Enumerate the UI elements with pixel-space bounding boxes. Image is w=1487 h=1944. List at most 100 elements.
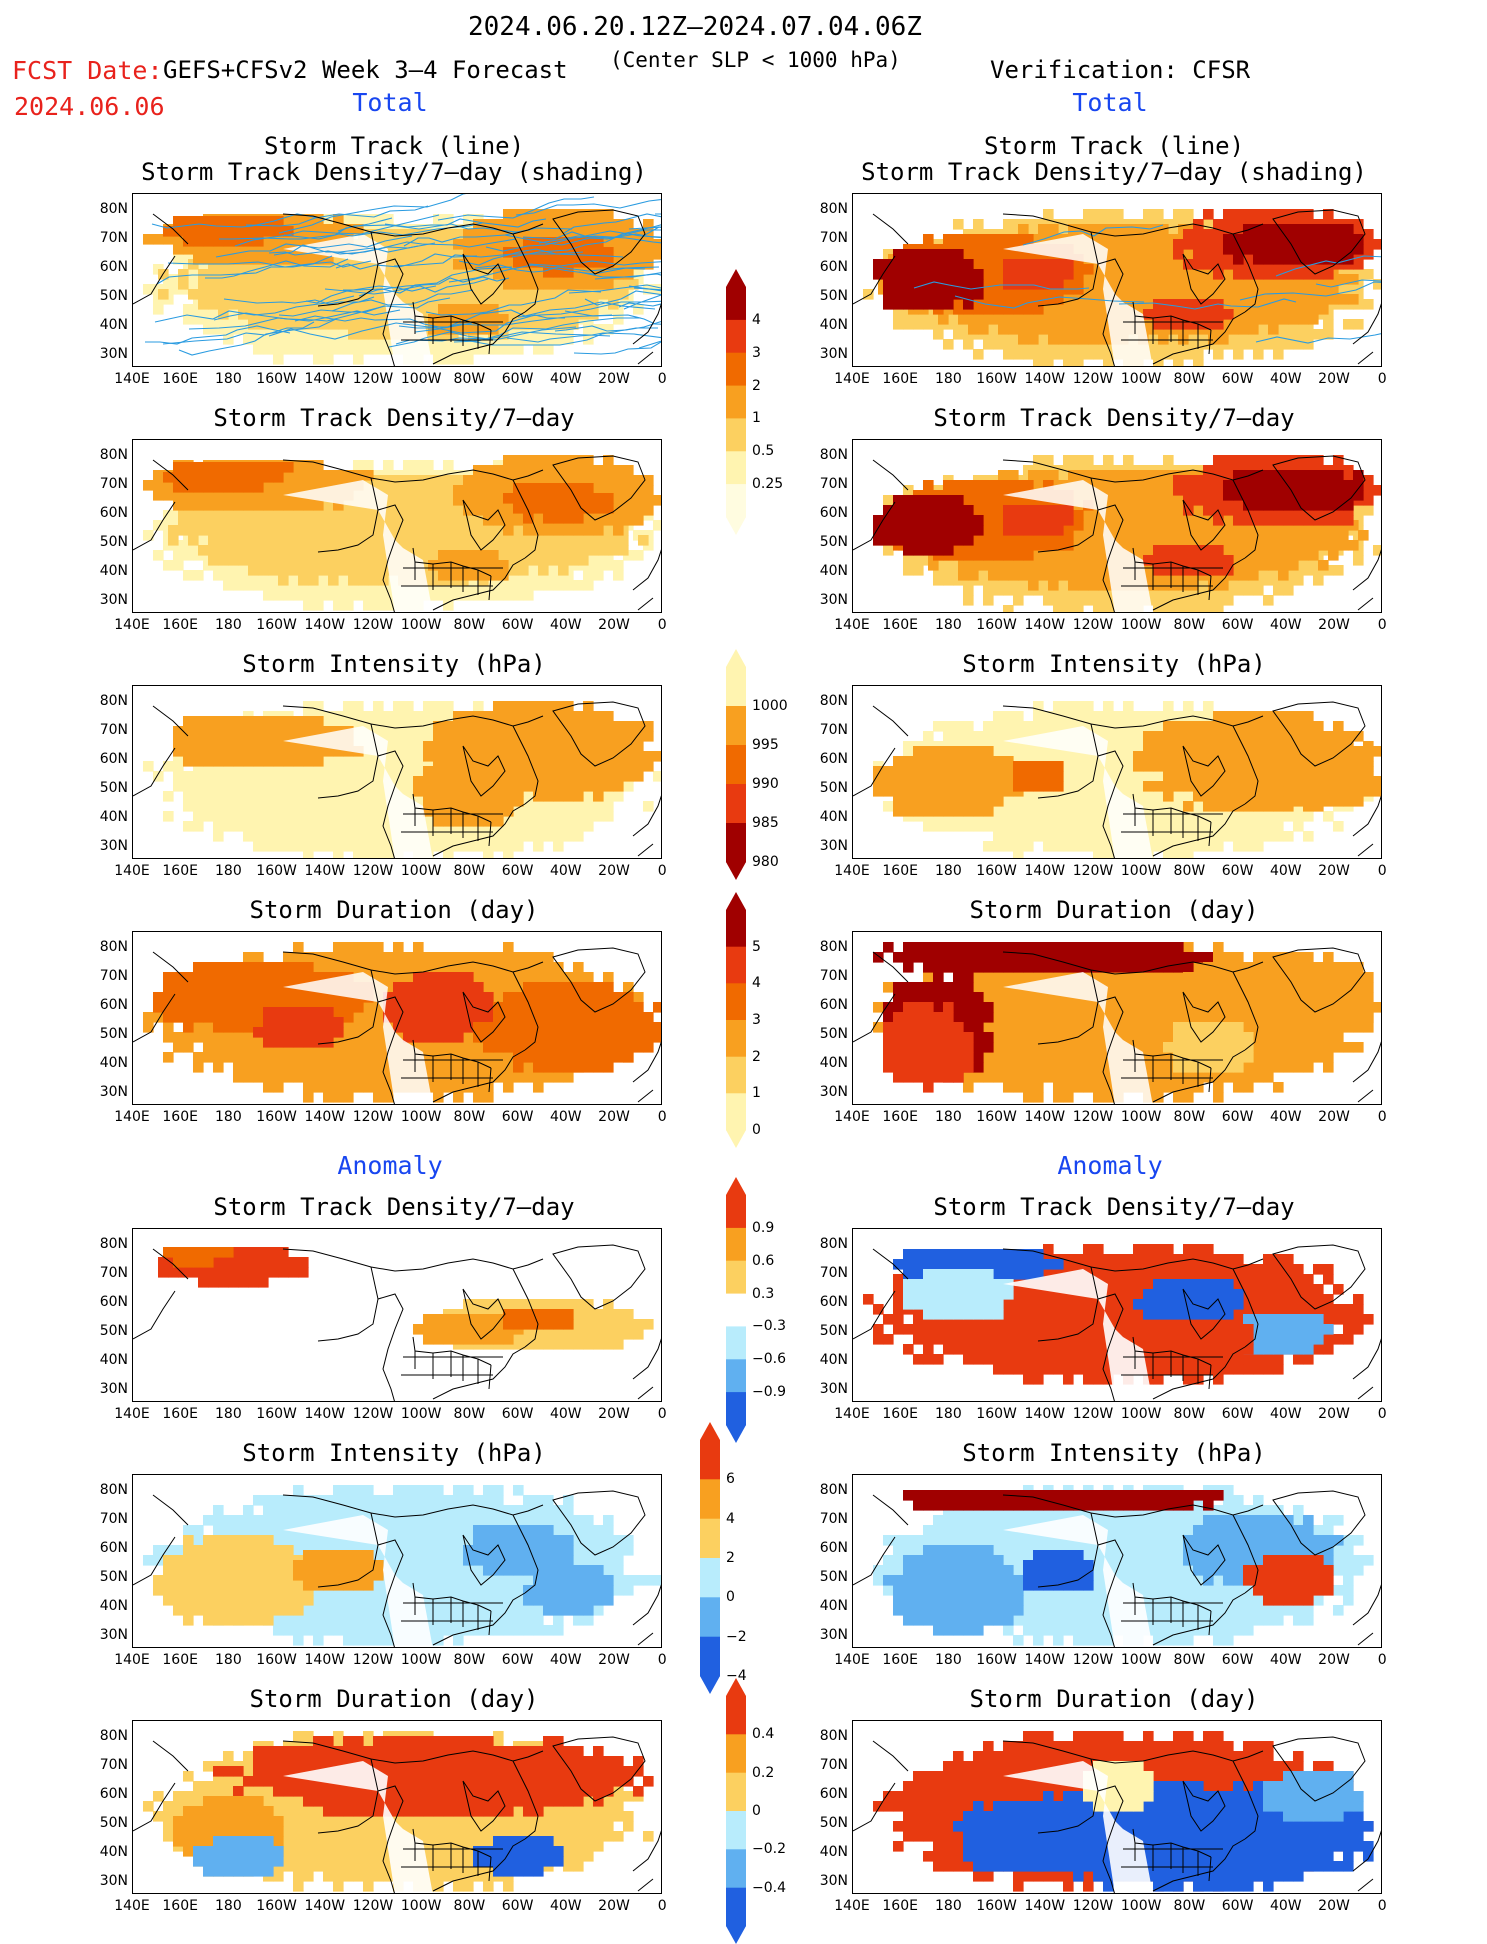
coastline-outline	[853, 1244, 1381, 1401]
lon-tick-label: 0	[657, 1109, 667, 1125]
lat-tick-label: 80N	[99, 939, 128, 955]
lon-tick-label: 120W	[1072, 1898, 1114, 1914]
lat-tick-label: 30N	[99, 1627, 128, 1643]
lon-tick-label: 120W	[1072, 1109, 1114, 1125]
shading-layer	[143, 1731, 654, 1893]
lat-tick-label: 80N	[819, 939, 848, 955]
lon-tick-label: 160W	[976, 1109, 1017, 1125]
colorbar-label: 4	[726, 1510, 735, 1527]
shading-layer	[143, 942, 661, 1104]
lon-tick-label: 140E	[834, 371, 870, 387]
lon-tick-label: 140E	[834, 863, 870, 879]
map-panel-duration-right	[852, 931, 1382, 1105]
lat-tick-label: 50N	[99, 1815, 128, 1831]
lon-tick-label: 20W	[1318, 617, 1350, 633]
lat-tick-label: 70N	[819, 1265, 848, 1281]
lon-tick-label: 140E	[114, 863, 150, 879]
lon-tick-label: 180	[215, 617, 242, 633]
lon-tick-label: 140W	[304, 617, 346, 633]
colorbar-label: −4	[726, 1668, 747, 1684]
lon-tick-label: 160E	[162, 371, 198, 387]
lon-tick-label: 20W	[1318, 371, 1350, 387]
lon-tick-label: 60W	[1221, 1109, 1254, 1125]
colorbar-label: 3	[752, 1012, 761, 1028]
lat-tick-label: 50N	[819, 1026, 848, 1042]
lat-tick-label: 80N	[99, 447, 128, 463]
lat-tick-label: 30N	[99, 1084, 128, 1100]
lat-tick-label: 70N	[99, 230, 128, 246]
lon-tick-label: 60W	[1221, 1406, 1254, 1422]
lon-tick-label: 0	[657, 1652, 667, 1668]
lon-tick-label: 140W	[1024, 1898, 1066, 1914]
lat-tick-label: 40N	[99, 1055, 128, 1071]
lon-tick-label: 60W	[501, 371, 534, 387]
colorbar-label: 995	[752, 737, 779, 753]
lon-tick-label: 40W	[1269, 863, 1302, 879]
lon-tick-label: 120W	[352, 617, 394, 633]
lon-tick-label: 140W	[1024, 1406, 1066, 1422]
lon-tick-label: 140E	[834, 1406, 870, 1422]
lat-tick-label: 40N	[819, 1844, 848, 1860]
fcst-date-value: 2024.06.06	[14, 92, 165, 121]
lon-tick-label: 20W	[1318, 863, 1350, 879]
lon-tick-label: 160W	[976, 1652, 1017, 1668]
section-anomaly-right: Anomaly	[1057, 1151, 1163, 1180]
map-panel-a-duration-right	[852, 1720, 1382, 1894]
lon-tick-label: 160E	[162, 1898, 198, 1914]
lon-tick-label: 160W	[256, 1109, 297, 1125]
lat-tick-label: 40N	[819, 1055, 848, 1071]
lon-tick-label: 80W	[1173, 863, 1206, 879]
colorbar-label: −0.6	[752, 1351, 786, 1368]
colorbar-duration-anom	[726, 1678, 746, 1944]
lon-tick-label: 180	[215, 1898, 242, 1914]
lon-tick-label: 160E	[882, 617, 918, 633]
storm-track-lines	[913, 224, 1381, 344]
title-duration-left: Storm Duration (day)	[249, 896, 539, 924]
lat-tick-label: 30N	[819, 1873, 848, 1889]
lon-tick-label: 40W	[549, 1109, 582, 1125]
title-density-right: Storm Track Density/7–day	[933, 404, 1295, 432]
lat-tick-label: 70N	[99, 1265, 128, 1281]
lon-tick-label: 120W	[352, 1406, 394, 1422]
lon-tick-label: 20W	[598, 1109, 630, 1125]
lon-tick-label: 40W	[1269, 371, 1302, 387]
lat-tick-label: 50N	[819, 1323, 848, 1339]
colorbar-label: 2	[752, 377, 761, 394]
lon-tick-label: 40W	[1269, 1406, 1302, 1422]
section-total-left: Total	[352, 88, 428, 117]
lon-tick-label: 140W	[1024, 1109, 1066, 1125]
lon-tick-label: 100W	[400, 863, 442, 879]
lon-tick-label: 160E	[882, 1109, 918, 1125]
lat-tick-label: 70N	[99, 722, 128, 738]
lon-tick-label: 80W	[453, 1652, 486, 1668]
lon-tick-label: 80W	[453, 617, 486, 633]
title-anom-duration-right: Storm Duration (day)	[969, 1685, 1259, 1713]
colorbar-label: 0	[726, 1589, 735, 1606]
lon-tick-label: 160W	[256, 371, 297, 387]
lat-tick-label: 40N	[99, 1844, 128, 1860]
lon-tick-label: 100W	[400, 1109, 442, 1125]
lat-tick-label: 60N	[819, 1540, 848, 1556]
lon-tick-label: 100W	[1120, 863, 1162, 879]
verification-label: Verification: CFSR	[990, 56, 1251, 84]
lon-tick-label: 160E	[162, 1406, 198, 1422]
date-range-title: 2024.06.20.12Z–2024.07.04.06Z	[468, 12, 922, 42]
lon-tick-label: 120W	[1072, 1652, 1114, 1668]
lon-tick-label: 140E	[114, 1109, 150, 1125]
lat-tick-label: 80N	[99, 1728, 128, 1744]
shading-layer	[863, 209, 1381, 366]
lon-tick-label: 160E	[162, 863, 198, 879]
colorbar-label: −0.2	[752, 1841, 786, 1858]
lon-tick-label: 160W	[256, 1898, 297, 1914]
title-track-line-left: Storm Track (line)	[263, 132, 525, 160]
title-anom-density-right: Storm Track Density/7–day	[933, 1193, 1295, 1221]
coastline-outline	[133, 1244, 661, 1401]
lat-tick-label: 60N	[99, 1540, 128, 1556]
colorbar-label: 980	[752, 854, 779, 870]
lon-tick-label: 20W	[598, 1898, 630, 1914]
title-duration-right: Storm Duration (day)	[969, 896, 1259, 924]
lon-tick-label: 60W	[501, 1109, 534, 1125]
lat-tick-label: 30N	[819, 838, 848, 854]
lat-tick-label: 30N	[819, 346, 848, 362]
lon-tick-label: 140E	[114, 1406, 150, 1422]
